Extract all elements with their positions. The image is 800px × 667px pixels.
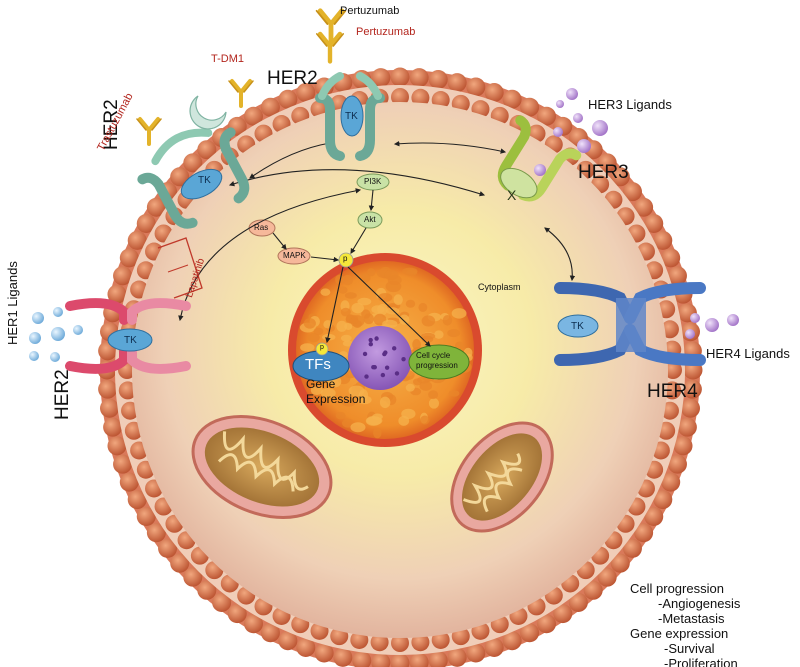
tfs-phospho (315, 342, 329, 356)
tdm1-label: T-DM1 (211, 53, 244, 65)
outcomes-legend: Cell progression -Angiogenesis -Metastas… (630, 581, 740, 667)
expression-label: Expression (306, 392, 366, 406)
legend-metastasis: -Metastasis (658, 611, 725, 626)
dimerization-arrows (178, 140, 576, 322)
her1-ligands-label: HER1 Ligands (5, 261, 20, 345)
legend-gene-expression: Gene expression (630, 626, 729, 641)
ligand-spheres (29, 88, 739, 362)
her1-receptor (65, 298, 191, 374)
her3-ligands-label: HER3 Ligands (588, 97, 672, 112)
gene-label: Gene (306, 377, 336, 391)
cell-cycle-label-2: progression (416, 361, 458, 370)
legend-survival: -Survival (664, 641, 715, 656)
tk-label-her1: TK (124, 335, 137, 346)
tdm1-payload (189, 95, 227, 130)
mitochondrion-right (450, 421, 554, 533)
her4-label: HER4 (647, 381, 698, 402)
her2-top-label: HER2 (267, 68, 318, 89)
akt-label: Akt (364, 215, 376, 224)
tk-label-top: TK (345, 111, 358, 122)
pertuzumab-label: Pertuzumab (340, 5, 400, 17)
her2-top-receptor (315, 72, 385, 161)
lapatinib-inhibition (157, 237, 203, 299)
tfs-phospho-label: p (320, 344, 324, 351)
her3-receptor (497, 115, 582, 202)
ras-label: Ras (254, 223, 269, 232)
her2-left-lower-label: HER2 (52, 369, 73, 420)
her3-label: HER3 (578, 162, 629, 183)
pertuzumab-red-label: Pertuzumab (356, 26, 416, 38)
cytoplasm-label: Cytoplasm (478, 282, 521, 292)
mapk-label: MAPK (283, 251, 306, 260)
antibodies (136, 8, 347, 146)
mitochondrion-left (191, 415, 333, 519)
legend-angiogenesis: -Angiogenesis (658, 596, 741, 611)
cell-cycle-blob (408, 344, 470, 380)
her4-ligands-label: HER4 Ligands (706, 346, 790, 361)
tk-label-her4: TK (571, 321, 584, 332)
cell-cycle-label-1: Cell cycle (416, 351, 451, 360)
legend-proliferation: -Proliferation (664, 656, 738, 667)
phospho-label: p (343, 254, 348, 263)
tfs-label: TFs (305, 356, 331, 373)
her3-inactive-kinase: X (507, 187, 517, 203)
pi3k-label: PI3K (364, 177, 382, 186)
her2-left-upper-receptor (137, 127, 250, 229)
legend-cell-progression: Cell progression (630, 581, 724, 596)
her4-receptor (554, 282, 706, 366)
tk-label-left-upper: TK (198, 175, 211, 186)
nucleolus-dots (362, 336, 406, 379)
